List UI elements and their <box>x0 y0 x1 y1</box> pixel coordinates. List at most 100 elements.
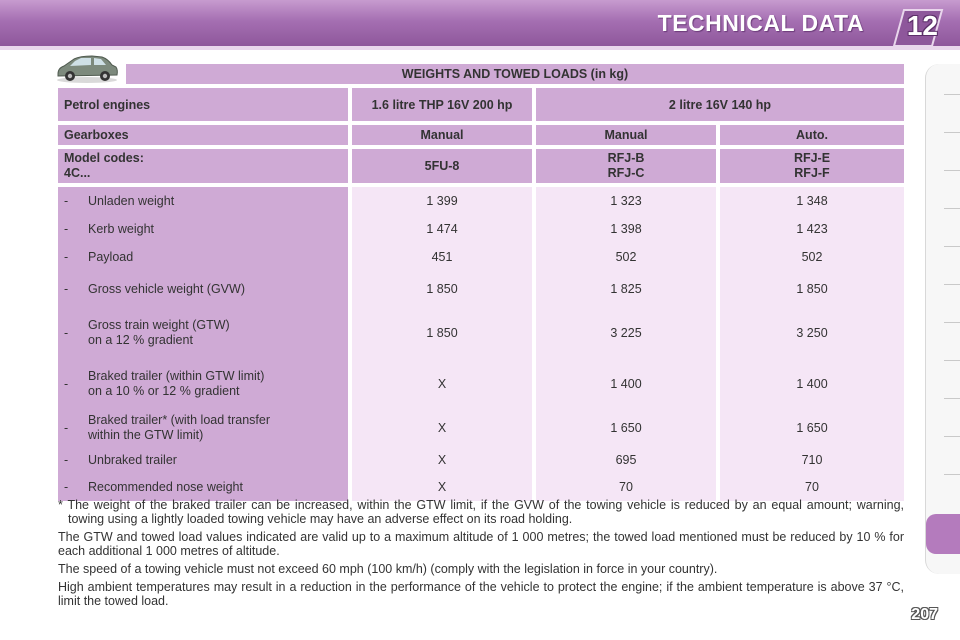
engines-label: Petrol engines <box>58 88 352 121</box>
side-tab-divider <box>944 170 960 171</box>
table-row: - Recommended nose weight X 70 70 <box>58 473 904 501</box>
row-label-line1: Kerb weight <box>88 221 155 236</box>
row-label: - Payload <box>58 243 352 271</box>
row-dash: - <box>64 194 69 208</box>
table-row: - Gross vehicle weight (GVW) 1 850 1 825 1 8… <box>58 271 904 307</box>
row-label-line1: Unladen weight <box>88 193 175 208</box>
value-cell: 1 348 <box>720 187 904 215</box>
side-tab-divider <box>944 398 960 399</box>
chapter-tab-icon <box>892 9 944 47</box>
row-label: - Unbraked trailer <box>58 447 352 473</box>
row-label-line1: Payload <box>88 249 134 264</box>
row-label: - Kerb weight <box>58 215 352 243</box>
row-label-text: Unbraked trailer <box>88 453 177 468</box>
engine-thp: 1.6 litre THP 16V 200 hp <box>352 88 536 121</box>
row-label-line1: Recommended nose weight <box>88 479 243 494</box>
chapter-number: 12 <box>906 10 938 41</box>
page-title: TECHNICAL DATA <box>657 10 864 36</box>
row-label-line2: within the GTW limit) <box>88 428 204 442</box>
value-cell: X <box>352 473 536 501</box>
value-cell: 695 <box>536 447 720 473</box>
table-row: - Kerb weight 1 474 1 398 1 423 <box>58 215 904 243</box>
car-icon <box>57 55 118 83</box>
table-row: - Unbraked trailer X 695 710 <box>58 447 904 473</box>
side-tab-divider <box>944 208 960 209</box>
value-cell: 710 <box>720 447 904 473</box>
footnote-temperature: High ambient temperatures may result in … <box>58 580 904 608</box>
side-tab-divider <box>944 284 960 285</box>
footnote-altitude: The GTW and towed load values indicated … <box>58 530 904 558</box>
model-code-cell: RFJ-E RFJ-F <box>720 149 904 183</box>
row-label-text: Gross vehicle weight (GVW) <box>88 282 245 297</box>
value-cell: 1 323 <box>536 187 720 215</box>
table-row: - Payload 451 502 502 <box>58 243 904 271</box>
side-tab-divider <box>944 132 960 133</box>
value-cell: 1 650 <box>720 409 904 447</box>
weights-data-rows: - Unladen weight 1 399 1 323 1 348 - Kerb weig… <box>58 187 904 501</box>
row-label: - Recommended nose weight <box>58 473 352 501</box>
side-chapter-tabs <box>925 64 960 574</box>
row-label-line1: Gross vehicle weight (GVW) <box>88 281 245 296</box>
row-label: - Gross vehicle weight (GVW) <box>58 271 352 307</box>
row-label-line1: Unbraked trailer <box>88 452 177 467</box>
row-dash: - <box>64 222 69 236</box>
table-row: - Braked trailer (within GTW limit) on a 1… <box>58 359 904 409</box>
model-codes-label-line1: Model codes: <box>64 151 144 165</box>
row-dash: - <box>64 282 69 296</box>
header-underline <box>0 46 960 50</box>
weights-table: Petrol engines 1.6 litre THP 16V 200 hp … <box>58 88 904 501</box>
row-label-text: Braked trailer (within GTW limit) on a 10… <box>88 369 264 399</box>
gearbox-cell: Auto. <box>720 125 904 145</box>
value-cell: X <box>352 447 536 473</box>
table-row: - Unladen weight 1 399 1 323 1 348 <box>58 187 904 215</box>
page-number: 207 <box>911 606 938 623</box>
row-label: - Unladen weight <box>58 187 352 215</box>
value-cell: 502 <box>536 243 720 271</box>
value-cell: 1 423 <box>720 215 904 243</box>
footnotes: * The weight of the braked trailer can b… <box>58 498 904 612</box>
row-dash: - <box>64 326 69 340</box>
row-label-line2: on a 10 % or 12 % gradient <box>88 384 240 398</box>
value-cell: 1 474 <box>352 215 536 243</box>
value-cell: 451 <box>352 243 536 271</box>
model-code-line1: 5FU-8 <box>424 158 460 173</box>
row-dash: - <box>64 480 69 494</box>
table-row: - Gross train weight (GTW) on a 12 % gradi… <box>58 307 904 359</box>
value-cell: X <box>352 409 536 447</box>
table-row: - Braked trailer* (with load transfer with… <box>58 409 904 447</box>
active-chapter-tab[interactable] <box>926 514 960 554</box>
engines-row: Petrol engines 1.6 litre THP 16V 200 hp … <box>58 88 904 121</box>
value-cell: 1 850 <box>352 271 536 307</box>
value-cell: 1 400 <box>536 359 720 409</box>
gearbox-cell: Manual <box>352 125 536 145</box>
side-tab-divider <box>944 94 960 95</box>
model-codes-row: Model codes: 4C... 5FU-8 RFJ-B RFJ-C RFJ… <box>58 149 904 183</box>
value-cell: 1 850 <box>352 307 536 359</box>
engine-16v: 2 litre 16V 140 hp <box>536 88 904 121</box>
value-cell: 1 650 <box>536 409 720 447</box>
row-dash: - <box>64 453 69 467</box>
row-dash: - <box>64 421 69 435</box>
row-dash: - <box>64 250 69 264</box>
value-cell: 1 398 <box>536 215 720 243</box>
model-code-line2: RFJ-F <box>794 166 830 180</box>
row-label-text: Gross train weight (GTW) on a 12 % gradie… <box>88 318 230 348</box>
gearboxes-row: Gearboxes Manual Manual Auto. <box>58 125 904 145</box>
model-codes-label-line2: 4C... <box>64 166 91 180</box>
row-label-text: Braked trailer* (with load transfer withi… <box>88 413 270 443</box>
value-cell: 502 <box>720 243 904 271</box>
value-cell: 1 850 <box>720 271 904 307</box>
row-label: - Braked trailer* (with load transfer with… <box>58 409 352 447</box>
value-cell: 70 <box>720 473 904 501</box>
value-cell: 3 225 <box>536 307 720 359</box>
model-code-line1: RFJ-B <box>607 151 645 165</box>
row-label: - Gross train weight (GTW) on a 12 % gradi… <box>58 307 352 359</box>
value-cell: 1 399 <box>352 187 536 215</box>
row-dash: - <box>64 377 69 391</box>
side-tab-divider <box>944 246 960 247</box>
row-label-text: Recommended nose weight <box>88 480 243 495</box>
gearboxes-label: Gearboxes <box>58 125 352 145</box>
value-cell: 1 825 <box>536 271 720 307</box>
row-label: - Braked trailer (within GTW limit) on a 1… <box>58 359 352 409</box>
side-tab-divider <box>944 474 960 475</box>
